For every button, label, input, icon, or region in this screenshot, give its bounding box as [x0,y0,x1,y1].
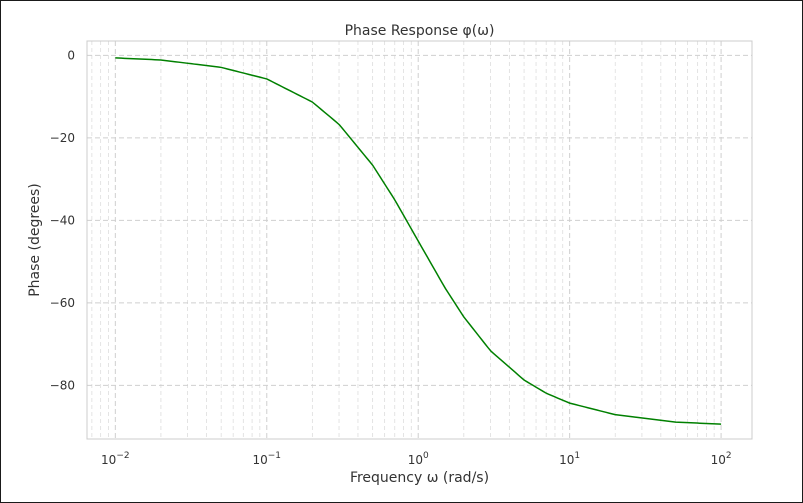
y-tick-label: −20 [50,131,75,145]
plot-area-frame [86,40,753,440]
y-tick-label: −40 [50,213,75,227]
x-tick-label: 10−2 [101,451,130,467]
y-tick-labels: 0 −20 −40 −60 −80 [50,48,75,392]
x-tick-labels: 10−2 10−1 100 101 102 [101,451,732,467]
x-axis-label: Frequency ω (rad/s) [350,470,489,486]
y-tick-label: −60 [50,296,75,310]
phase-series-line [115,57,722,425]
x-tick-label: 101 [559,451,580,467]
y-tick-label: −80 [50,378,75,392]
grid [87,41,752,439]
x-tick-label: 102 [711,451,732,467]
x-tick-label: 10−1 [252,451,281,467]
chart-title: Phase Response φ(ω) [345,23,495,39]
series-layer [115,57,722,425]
y-tick-label: 0 [67,48,75,62]
x-tick-label: 100 [408,451,429,467]
y-axis-label: Phase (degrees) [27,183,43,297]
